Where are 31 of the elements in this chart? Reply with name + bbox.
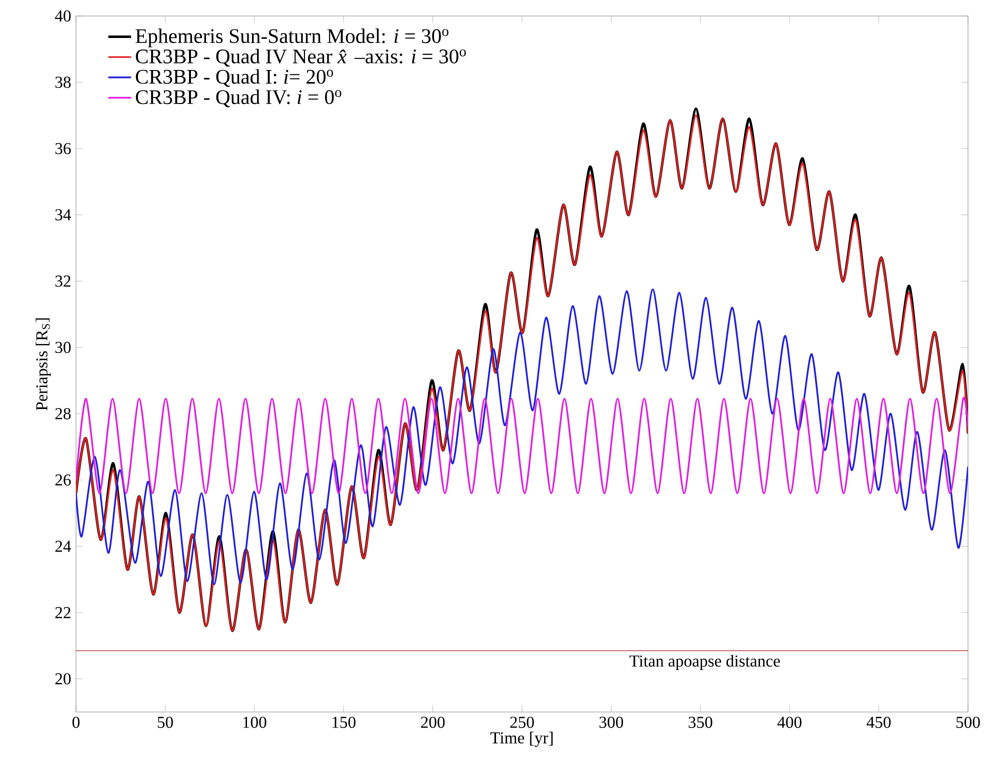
y-axis-title: Periapsis [R$_{S}$] (36, 318, 51, 410)
ref-line-label: Titan apoapse distance (630, 654, 780, 670)
x-tick-label: 400 (777, 716, 802, 728)
x-tick-label: 150 (332, 716, 356, 728)
x-tick-label: 50 (158, 716, 173, 728)
y-tick-label: 24 (55, 540, 72, 552)
y-tick-label: 28 (55, 408, 71, 420)
line-series (76, 288, 968, 586)
y-tick-label: 34 (55, 209, 72, 220)
x-axis-title: Time [yr] (490, 732, 553, 747)
y-tick-label: 38 (55, 76, 71, 88)
y-tick-label: 26 (55, 474, 71, 486)
x-tick-label: 100 (243, 716, 266, 728)
y-tick-label: 40 (54, 10, 71, 22)
legend-label: Ephemeris Sun-Saturn Model: i = 30$^{o}$ (136, 28, 448, 48)
y-tick-label: 20 (55, 673, 71, 684)
x-tick-label: 0 (72, 716, 80, 728)
x-tick-label: 300 (600, 716, 624, 728)
x-tick-label: 450 (866, 716, 891, 728)
y-tick-label: 32 (55, 276, 70, 287)
y-tick-label: 22 (55, 607, 70, 618)
x-tick-label: 350 (688, 716, 712, 728)
line-series (76, 398, 968, 494)
legend-label: CR3BP - Quad I: i= 20$^{o}$ (136, 69, 334, 87)
y-tick-label: 30 (55, 342, 71, 354)
x-tick-label: 500 (956, 716, 980, 728)
x-tick-label: 200 (421, 716, 445, 728)
legend-label: CR3BP - Quad IV Near x̂–axis: i = 30$^{o}$ (136, 48, 466, 67)
y-tick-label: 36 (55, 142, 71, 154)
legend-label: CR3BP - Quad IV: i = 0$^{o}$ (136, 90, 342, 108)
x-tick-label: 250 (510, 716, 534, 728)
